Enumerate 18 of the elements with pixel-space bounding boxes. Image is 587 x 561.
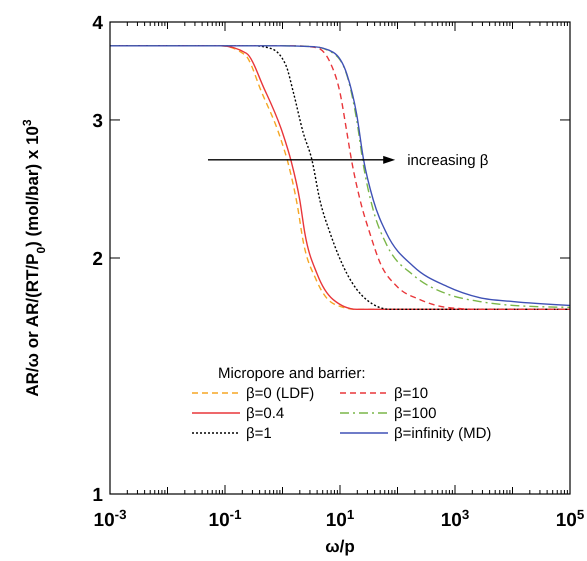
y-tick-label: 3 xyxy=(92,110,103,132)
y-tick-label: 1 xyxy=(92,485,104,506)
legend-label: β=100 xyxy=(394,405,436,422)
x-tick-label: 10$^{5}$ xyxy=(556,506,585,531)
annotation: increasing β xyxy=(407,152,489,169)
x-tick-label: 10$^{-3}$ xyxy=(94,506,126,531)
legend-label: β=0.4 xyxy=(246,405,284,422)
x-axis-title: ω/p xyxy=(325,537,355,556)
x-tick-label: 10$^{-1}$ xyxy=(208,506,242,531)
x-tick-label: 10$^{1}$ xyxy=(326,506,355,531)
legend-label: β=0 (LDF) xyxy=(246,385,314,402)
legend-label: β=infinity (MD) xyxy=(394,425,492,442)
legend-label: β=1 xyxy=(246,425,272,442)
legend-label: β=10 xyxy=(394,385,428,402)
legend-title: Micropore and barrier: xyxy=(218,365,366,382)
y-tick-label: 2 xyxy=(92,249,103,270)
x-tick-label: 10$^{3}$ xyxy=(440,506,470,531)
y-tick-label: 4 xyxy=(92,13,104,34)
